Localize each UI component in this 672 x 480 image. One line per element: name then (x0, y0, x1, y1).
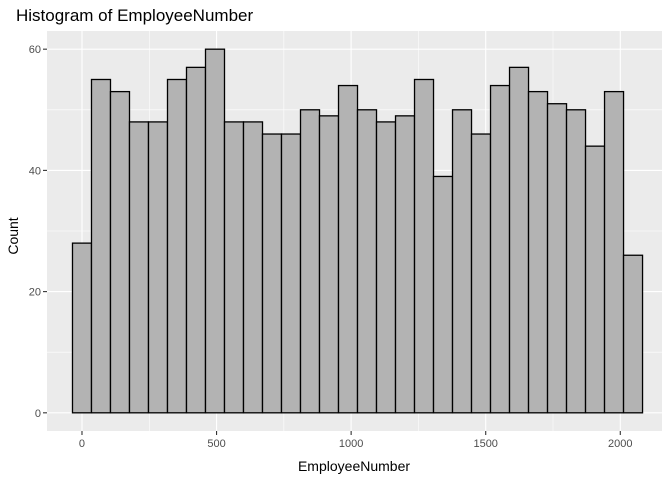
histogram-bar (375, 121, 397, 414)
histogram-bar (109, 90, 131, 414)
histogram-bar (128, 121, 150, 414)
histogram-bar (71, 242, 93, 414)
histogram-bar (261, 133, 283, 414)
y-axis-title: Count (5, 217, 21, 254)
histogram-bar (565, 109, 587, 414)
histogram-bar (242, 121, 264, 414)
histogram-bar (489, 84, 511, 414)
x-axis-title: EmployeeNumber (298, 458, 410, 474)
x-tick-label: 2000 (608, 438, 632, 450)
histogram-bar (432, 175, 454, 414)
chart-title: Histogram of EmployeeNumber (16, 6, 253, 25)
histogram-bar (147, 121, 169, 414)
histogram-bar (451, 109, 473, 414)
axes: 0 500 1000 1500 2000 0 20 40 60 (29, 44, 633, 450)
histogram-bar (622, 254, 644, 414)
y-tick-label: 0 (35, 408, 41, 420)
y-tick-label: 60 (29, 44, 41, 56)
histogram-bar (166, 78, 188, 414)
histogram-bar (394, 115, 416, 414)
x-tick-label: 1000 (339, 438, 363, 450)
x-tick-label: 1500 (473, 438, 497, 450)
histogram-bar (337, 84, 359, 414)
histogram-bar (280, 133, 302, 414)
histogram-bar (413, 78, 435, 414)
histogram-bar (90, 78, 112, 414)
histogram-bar (508, 66, 530, 414)
histogram-bar (299, 109, 321, 414)
histogram-bar (603, 90, 625, 414)
histogram-bar (356, 109, 378, 414)
y-tick-label: 40 (29, 165, 41, 177)
histogram-bar (223, 121, 245, 414)
histogram-bar (185, 66, 207, 414)
histogram-bar (204, 48, 226, 414)
histogram-bar (584, 145, 606, 414)
histogram-bar (470, 133, 492, 414)
x-tick-label: 500 (207, 438, 225, 450)
histogram-bar (318, 115, 340, 414)
bars (71, 48, 644, 414)
y-tick-label: 20 (29, 287, 41, 299)
histogram-bar (527, 90, 549, 414)
x-tick-label: 0 (79, 438, 85, 450)
histogram-bar (546, 103, 568, 414)
